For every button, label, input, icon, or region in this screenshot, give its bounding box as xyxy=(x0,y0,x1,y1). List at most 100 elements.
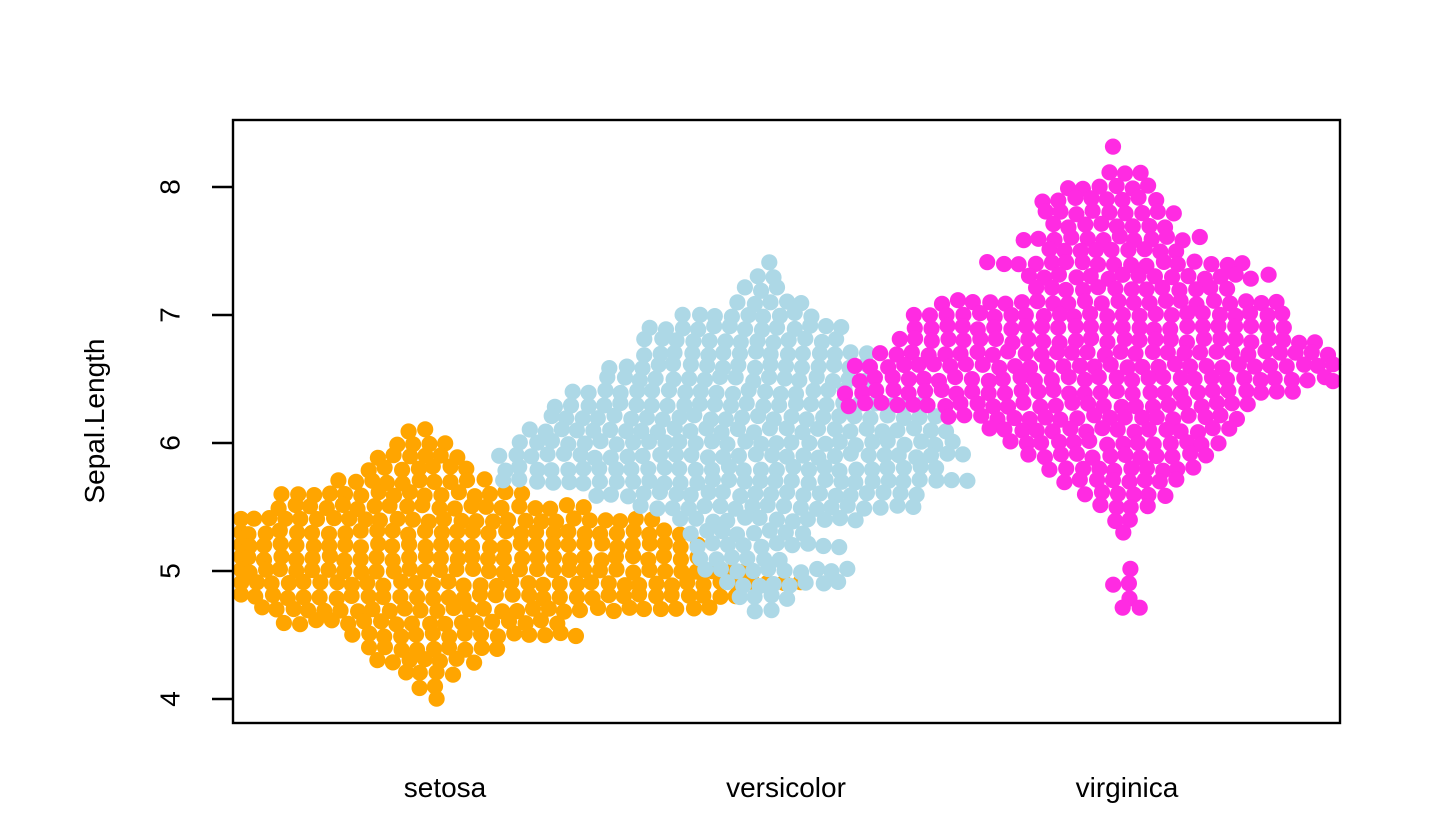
data-point-versicolor xyxy=(750,407,767,425)
data-point-setosa xyxy=(295,573,312,591)
data-point-virginica xyxy=(1035,333,1052,350)
data-point-virginica xyxy=(1204,420,1221,437)
data-point-virginica xyxy=(1030,230,1047,247)
data-point-virginica xyxy=(1052,203,1069,220)
data-point-versicolor xyxy=(785,458,802,476)
data-point-virginica xyxy=(866,369,884,386)
data-point-virginica xyxy=(840,398,857,415)
data-point-versicolor xyxy=(761,522,778,539)
data-point-setosa xyxy=(416,563,433,580)
data-point-versicolor xyxy=(591,460,608,477)
data-point-versicolor xyxy=(753,538,770,556)
data-point-virginica xyxy=(1127,345,1144,362)
data-point-virginica xyxy=(1156,384,1173,401)
data-point-setosa xyxy=(480,550,497,567)
data-point-virginica xyxy=(1093,215,1110,232)
data-point-virginica xyxy=(1136,472,1153,489)
data-point-virginica xyxy=(1278,358,1295,375)
data-point-virginica xyxy=(933,381,950,398)
data-point-versicolor xyxy=(636,331,653,348)
data-point-setosa xyxy=(428,664,445,681)
data-point-versicolor xyxy=(649,500,666,517)
data-point-virginica xyxy=(873,394,890,411)
data-point-setosa xyxy=(581,512,598,529)
data-point-virginica xyxy=(1003,307,1020,324)
data-point-setosa xyxy=(560,561,578,579)
data-point-setosa xyxy=(542,500,559,517)
data-point-setosa xyxy=(311,589,328,606)
data-point-versicolor xyxy=(795,487,812,504)
data-point-setosa xyxy=(473,639,490,657)
data-point-virginica xyxy=(1172,292,1189,309)
data-point-versicolor xyxy=(768,319,786,336)
data-point-versicolor xyxy=(731,588,748,606)
data-point-setosa xyxy=(551,589,568,606)
data-point-virginica xyxy=(1132,164,1149,181)
data-point-setosa xyxy=(337,537,354,554)
data-point-virginica xyxy=(1112,343,1129,360)
data-point-versicolor xyxy=(720,471,738,489)
y-axis-title: Sepal.Length xyxy=(79,338,110,503)
data-point-virginica xyxy=(1057,254,1075,271)
data-point-setosa xyxy=(476,471,493,488)
data-point-setosa xyxy=(352,522,369,539)
data-point-virginica xyxy=(1144,343,1161,360)
data-point-setosa xyxy=(375,577,392,594)
data-point-virginica xyxy=(1303,344,1320,361)
data-point-setosa xyxy=(597,512,614,529)
data-point-versicolor xyxy=(895,409,913,427)
data-point-versicolor xyxy=(727,369,744,386)
data-point-versicolor xyxy=(682,487,699,504)
data-point-virginica xyxy=(1051,306,1069,323)
data-point-versicolor xyxy=(879,433,896,450)
data-point-versicolor xyxy=(672,510,689,527)
data-point-setosa xyxy=(521,587,538,604)
data-point-virginica xyxy=(1172,370,1189,387)
data-point-virginica xyxy=(1063,229,1080,246)
data-point-versicolor xyxy=(791,372,808,389)
data-point-setosa xyxy=(361,639,378,656)
data-point-virginica xyxy=(1180,407,1197,424)
data-point-versicolor xyxy=(692,306,709,323)
data-point-versicolor xyxy=(754,308,772,325)
data-point-setosa xyxy=(433,524,450,541)
data-point-setosa xyxy=(567,627,585,645)
data-point-virginica xyxy=(925,356,943,373)
data-point-versicolor xyxy=(780,332,797,349)
data-point-versicolor xyxy=(553,421,570,438)
data-point-versicolor xyxy=(654,411,671,428)
data-point-setosa xyxy=(411,472,428,489)
data-point-setosa xyxy=(312,574,329,591)
data-point-versicolor xyxy=(714,484,731,501)
data-point-versicolor xyxy=(539,446,556,463)
data-point-versicolor xyxy=(927,408,944,425)
data-point-virginica xyxy=(974,356,991,373)
data-point-setosa xyxy=(366,498,383,515)
data-point-setosa xyxy=(555,603,573,620)
data-point-setosa xyxy=(385,447,402,464)
data-point-virginica xyxy=(1086,407,1103,424)
data-point-versicolor xyxy=(686,407,703,424)
data-point-virginica xyxy=(1002,433,1019,450)
data-point-virginica xyxy=(956,407,973,424)
data-point-setosa xyxy=(305,538,322,555)
data-point-setosa xyxy=(621,599,638,616)
data-point-setosa xyxy=(472,626,490,643)
data-point-setosa xyxy=(551,575,568,592)
data-point-virginica xyxy=(1039,358,1056,375)
data-point-setosa xyxy=(648,575,665,592)
data-point-versicolor xyxy=(529,434,546,451)
data-point-virginica xyxy=(1017,345,1034,362)
data-point-setosa xyxy=(334,496,351,513)
data-point-setosa xyxy=(399,498,416,515)
data-point-versicolor xyxy=(831,539,848,556)
data-point-setosa xyxy=(368,563,385,580)
data-point-setosa xyxy=(440,573,457,590)
data-point-virginica xyxy=(1241,304,1259,321)
data-point-versicolor xyxy=(839,560,856,578)
data-point-versicolor xyxy=(779,484,796,501)
data-point-virginica xyxy=(905,396,922,413)
data-point-setosa xyxy=(528,537,545,554)
data-point-versicolor xyxy=(732,488,749,505)
data-point-virginica xyxy=(1142,384,1159,401)
